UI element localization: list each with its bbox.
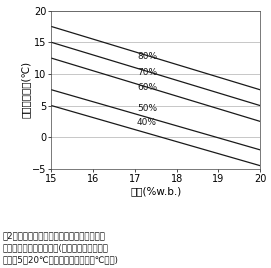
Text: 分ごとの加温温度の上限(大豆：ツルムスメ、: 分ごとの加温温度の上限(大豆：ツルムスメ、	[3, 243, 109, 252]
X-axis label: 水分(%w.b.): 水分(%w.b.)	[130, 187, 182, 196]
Text: 70%: 70%	[137, 68, 157, 77]
Y-axis label: 上限加温温度(℃): 上限加温温度(℃)	[21, 61, 31, 118]
Text: 図2　裂皮発生のない外気の湿度と大豆の水: 図2 裂皮発生のない外気の湿度と大豆の水	[3, 232, 106, 241]
Text: 外気温5〜20℃、気温による差は１℃以内): 外気温5〜20℃、気温による差は１℃以内)	[3, 255, 119, 264]
Text: 40%: 40%	[137, 118, 157, 127]
Text: 60%: 60%	[137, 83, 157, 92]
Text: 80%: 80%	[137, 52, 157, 61]
Text: 50%: 50%	[137, 104, 157, 113]
